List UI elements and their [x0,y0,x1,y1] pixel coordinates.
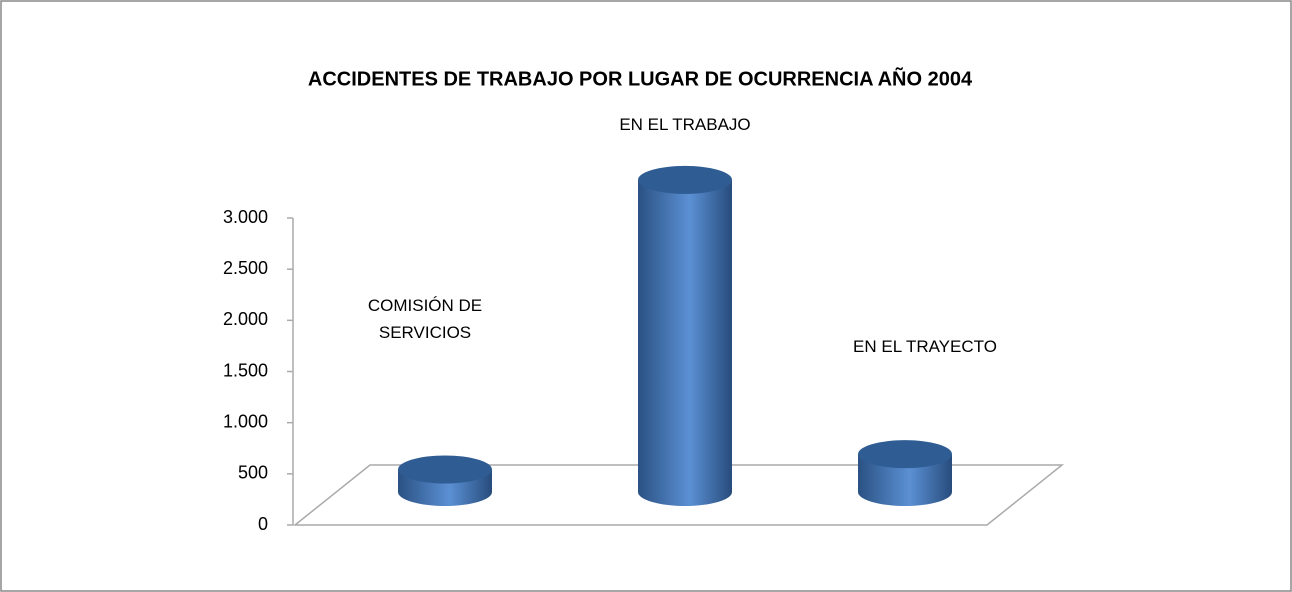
cylinder-top [858,440,952,469]
cylinder-body [858,454,952,506]
bar [638,165,732,506]
y-tick-label: 2.000 [223,309,268,329]
cylinder-body [638,179,732,506]
category-label: COMISIÓN DE SERVICIOS [367,296,483,343]
cylinder-top [638,165,732,194]
y-tick-label: 2.500 [223,258,268,278]
chart-title: ACCIDENTES DE TRABAJO POR LUGAR DE OCURR… [308,67,973,90]
bar [398,455,492,506]
floor [292,464,1065,526]
y-tick-label: 500 [238,463,268,483]
y-tick-label: 3.000 [223,207,268,227]
cylinder-top [398,455,492,484]
y-tick-label: 1.500 [223,360,268,380]
category-label: EN EL TRABAJO [619,115,751,135]
y-tick-label: 1.000 [223,411,268,431]
category-label: EN EL TRAYECTO [853,336,997,356]
bar [858,440,952,506]
y-tick-label: 0 [258,514,268,534]
